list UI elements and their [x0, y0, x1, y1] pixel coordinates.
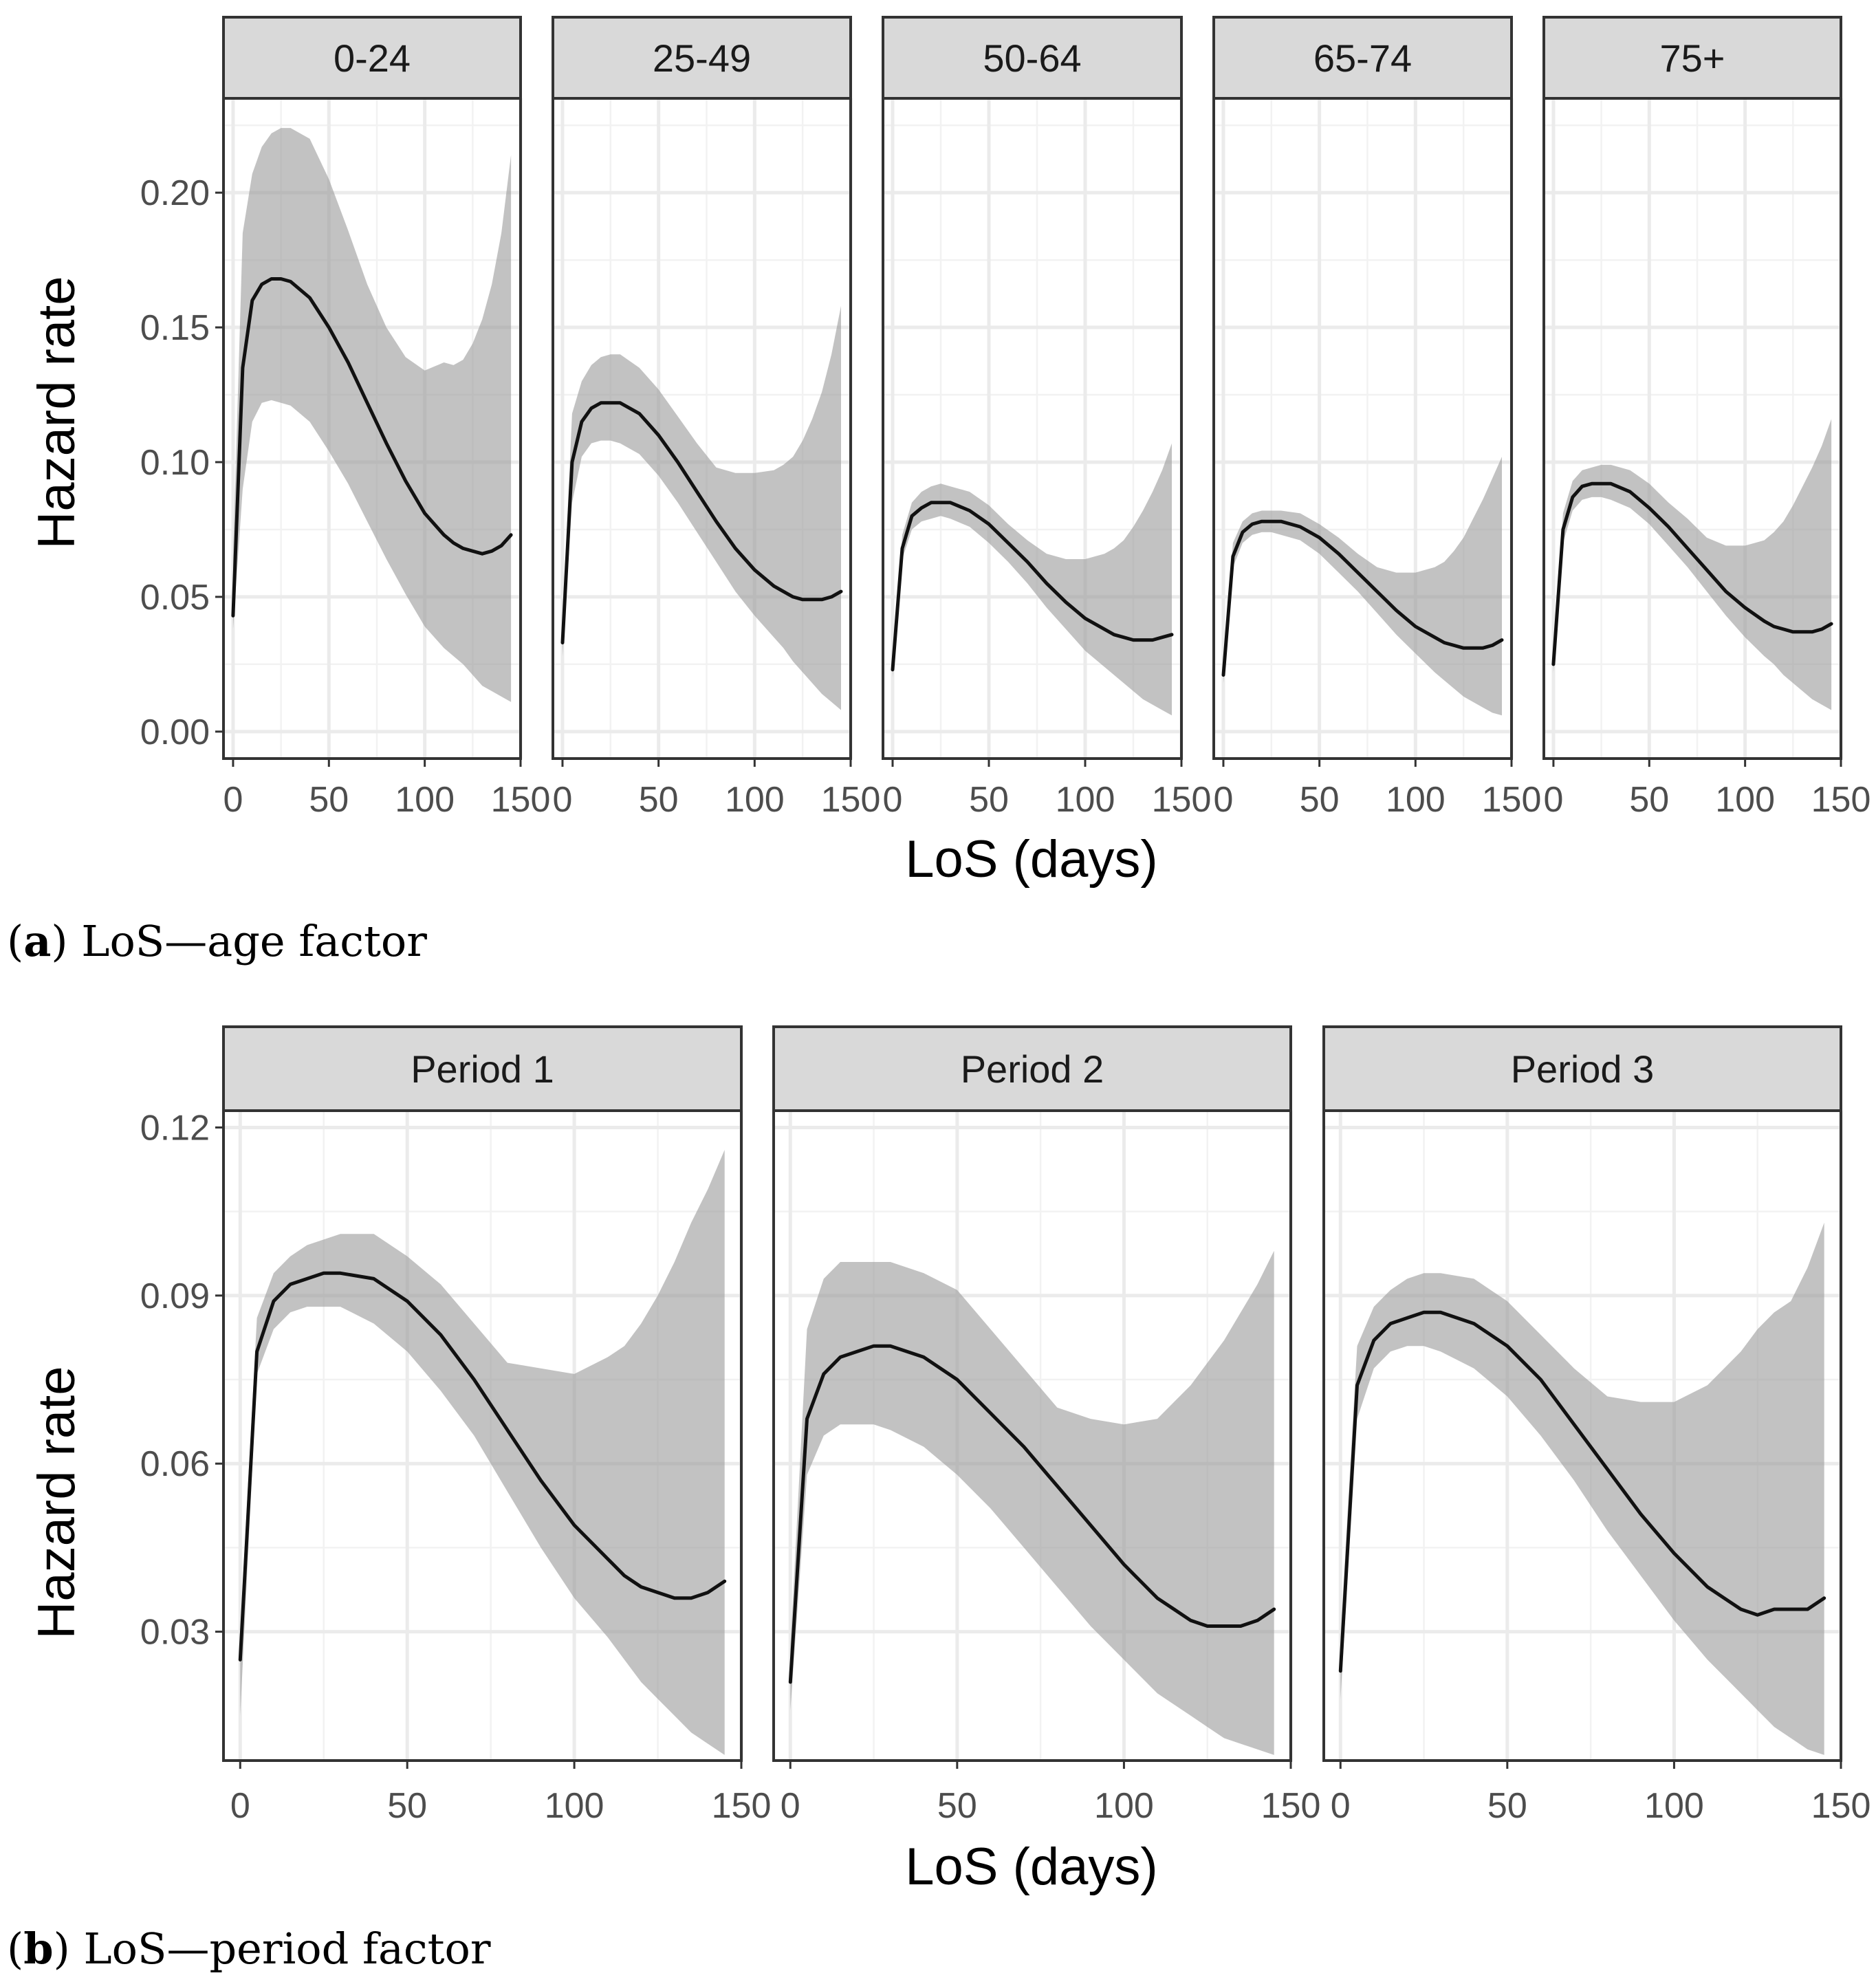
facet-strip: [772, 1025, 1292, 1112]
caption-letter: b: [23, 1924, 53, 1974]
facet-strip-label: 0-24: [334, 36, 411, 80]
x-tick-label: 0: [230, 1786, 250, 1826]
confidence-band: [893, 443, 1172, 716]
x-tick-label: 100: [1386, 780, 1446, 820]
x-tick-label: 50: [969, 780, 1009, 820]
x-tick-label: 50: [387, 1786, 427, 1826]
facet-panel: 0-24 0 50 100 150: [222, 16, 551, 820]
facet-strip: [1322, 1025, 1842, 1112]
y-axis-title: Hazard rate: [28, 276, 86, 549]
chart-age-factor: Hazard rate LoS (days) (a) LoS—age facto…: [7, 16, 1871, 966]
y-tick-label: 0.15: [140, 308, 210, 348]
hazard-line: [1221, 519, 1504, 677]
x-tick-label: 0: [1543, 780, 1563, 820]
x-tick-label: 0: [1214, 780, 1234, 820]
x-tick-label: 0: [1331, 1786, 1351, 1826]
facet-panel: Period 1 0 50 100 150: [222, 1025, 772, 1826]
y-tick-label: 0.06: [140, 1444, 210, 1484]
facet-strip-label: Period 3: [1511, 1047, 1655, 1091]
x-axis-title: LoS (days): [905, 1838, 1158, 1896]
facet-panel: 65-74 0 50 100 150: [1212, 16, 1542, 820]
x-tick-label: 0: [781, 1786, 800, 1826]
facet-panel: 50-64 0 50 100 150: [882, 16, 1212, 820]
caption-a: (a) LoS—age factor: [7, 916, 427, 966]
x-tick-label: 50: [309, 780, 349, 820]
x-tick-label: 150: [1482, 780, 1542, 820]
x-tick-label: 50: [1629, 780, 1669, 820]
facet-panel: Period 3 0 50 100 150: [1322, 1025, 1871, 1826]
hazard-line: [891, 501, 1174, 672]
confidence-band: [790, 1250, 1274, 1755]
hazard-line: [788, 1344, 1276, 1684]
x-tick-label: 100: [545, 1786, 604, 1826]
facet-strip: [222, 16, 522, 100]
y-tick-label: 0.10: [140, 443, 210, 483]
facet-strip-label: 75+: [1660, 36, 1725, 80]
facet-strip: [882, 16, 1183, 100]
facet-strip: [222, 1025, 743, 1112]
x-tick-label: 100: [1094, 1786, 1154, 1826]
facet-panel: Period 2 0 50 100 150: [772, 1025, 1321, 1826]
caption-text: LoS—period factor: [83, 1924, 490, 1974]
confidence-band: [240, 1150, 725, 1755]
x-tick-label: 150: [1152, 780, 1212, 820]
x-tick-label: 150: [1261, 1786, 1321, 1826]
facet-strip-label: 25-49: [653, 36, 751, 80]
hazard-line: [231, 277, 513, 618]
x-tick-label: 0: [223, 780, 243, 820]
x-tick-label: 150: [1811, 1786, 1871, 1826]
hazard-line: [238, 1271, 727, 1662]
x-tick-label: 150: [1811, 780, 1871, 820]
facet-strip: [1212, 16, 1513, 100]
caption-b: (b) LoS—period factor: [7, 1924, 491, 1974]
caption-letter: a: [23, 916, 51, 966]
x-axis-title: LoS (days): [905, 830, 1158, 889]
hazard-line: [560, 401, 843, 644]
y-tick-label: 0.03: [140, 1613, 210, 1653]
confidence-band: [563, 305, 841, 710]
x-tick-label: 50: [639, 780, 679, 820]
y-tick-label: 0.12: [140, 1108, 210, 1148]
x-tick-label: 150: [821, 780, 881, 820]
y-tick-label: 0.00: [140, 712, 210, 752]
x-tick-label: 100: [395, 780, 455, 820]
x-tick-label: 0: [883, 780, 903, 820]
facet-panel: 75+ 0 50 100 150: [1542, 16, 1871, 820]
y-tick-label: 0.09: [140, 1276, 210, 1316]
x-tick-label: 100: [725, 780, 785, 820]
x-tick-label: 50: [1487, 1786, 1527, 1826]
confidence-band: [1223, 457, 1502, 716]
x-tick-label: 100: [1715, 780, 1775, 820]
facet-strip-label: Period 2: [961, 1047, 1104, 1091]
hazard-line: [1551, 481, 1833, 666]
facet-strip-label: 50-64: [983, 36, 1081, 80]
x-tick-label: 150: [491, 780, 551, 820]
confidence-band: [1553, 419, 1832, 710]
x-tick-label: 0: [553, 780, 573, 820]
facet-panel: 25-49 0 50 100 150: [552, 16, 881, 820]
hazard-line: [1338, 1310, 1826, 1673]
facet-strip-label: Period 1: [411, 1047, 554, 1091]
x-tick-label: 100: [1056, 780, 1115, 820]
x-tick-label: 50: [937, 1786, 977, 1826]
y-tick-label: 0.20: [140, 173, 210, 213]
x-tick-label: 150: [712, 1786, 772, 1826]
confidence-band: [1340, 1222, 1824, 1755]
y-axis-title: Hazard rate: [28, 1366, 86, 1639]
x-tick-label: 50: [1300, 780, 1340, 820]
caption-text: LoS—age factor: [81, 916, 427, 966]
y-tick-label: 0.05: [140, 578, 210, 618]
facet-strip: [552, 16, 852, 100]
facet-strip: [1542, 16, 1842, 100]
x-tick-label: 100: [1644, 1786, 1704, 1826]
facet-strip-label: 65-74: [1313, 36, 1412, 80]
chart-period-factor: Hazard rate LoS (days) (b) LoS—period fa…: [7, 1025, 1871, 1974]
